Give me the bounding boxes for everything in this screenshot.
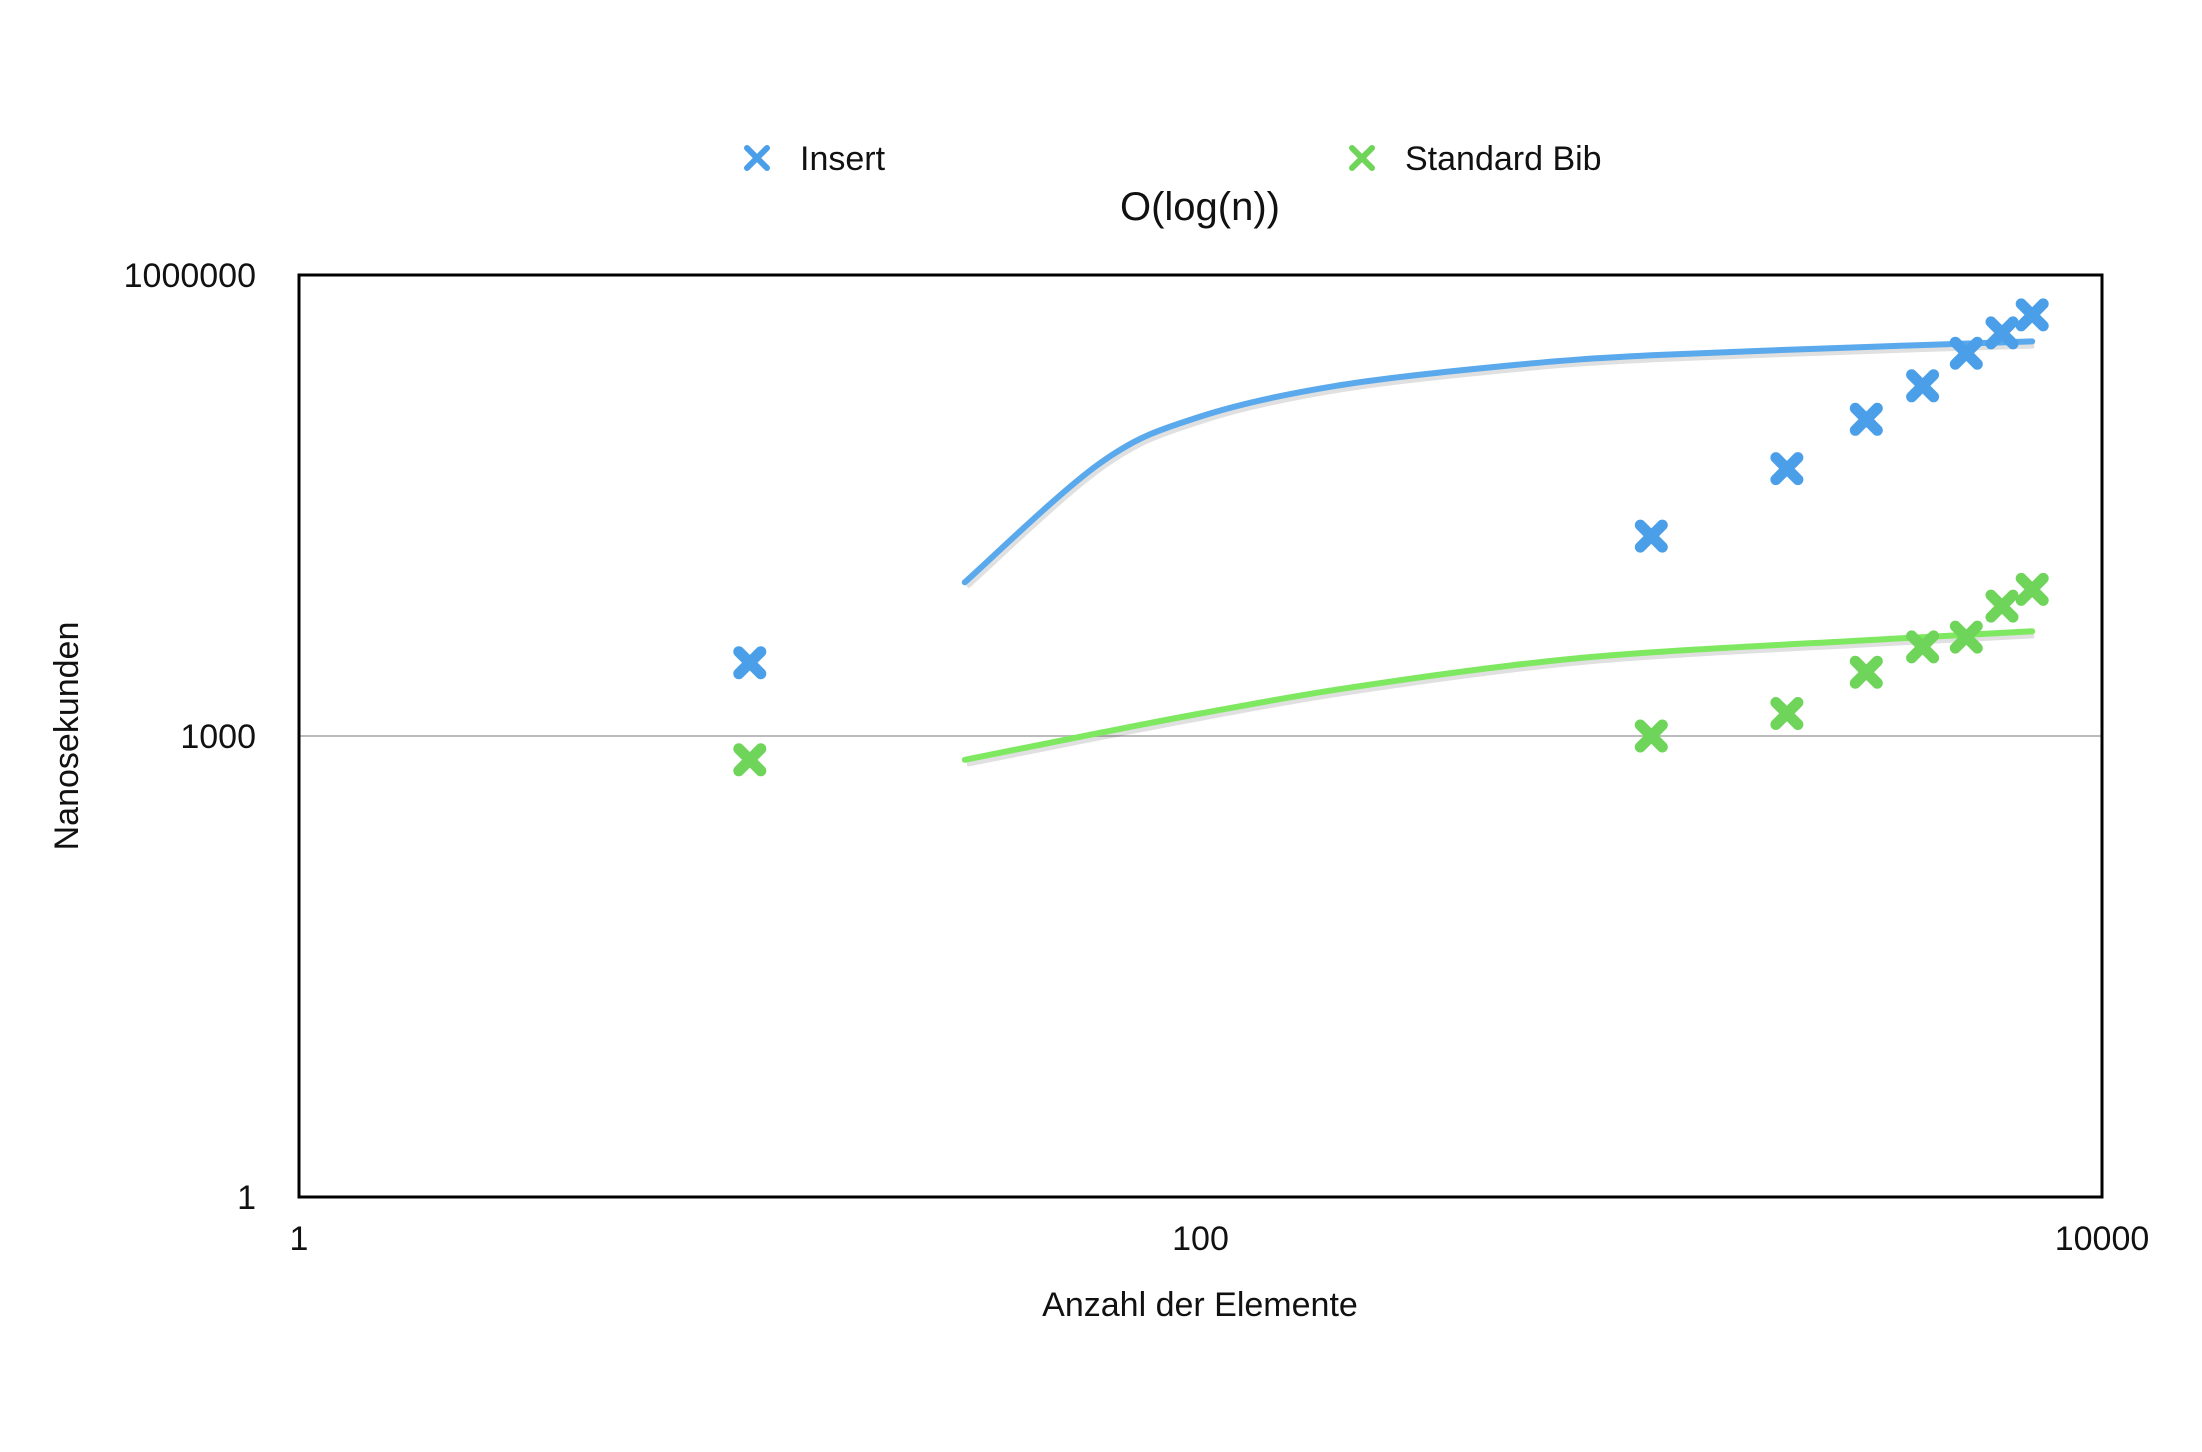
legend: Insert Standard Bib <box>744 140 1602 178</box>
x-axis-label: Anzahl der Elemente <box>1042 1286 1358 1324</box>
data-point-standard-bib <box>1634 719 1668 753</box>
data-point-standard-bib <box>1949 620 1983 654</box>
x-tick-label: 1 <box>290 1220 309 1258</box>
y-tick-label: 1000 <box>180 718 256 756</box>
x-tick-label: 10000 <box>2055 1220 2150 1258</box>
y-tick-label: 1 <box>237 1179 256 1217</box>
data-point-insert <box>1985 316 2019 350</box>
data-point-standard-bib <box>1906 630 1940 664</box>
legend-label-standard-bib: Standard Bib <box>1405 140 1602 178</box>
markers <box>733 298 2049 777</box>
data-point-insert <box>733 646 767 680</box>
legend-marker-standard-bib <box>1349 145 1375 171</box>
x-tick-label: 100 <box>1172 1220 1229 1258</box>
data-point-insert <box>1634 519 1668 553</box>
trendlines <box>961 338 2036 767</box>
data-point-standard-bib <box>2015 572 2049 606</box>
plot-frame <box>297 273 2104 1199</box>
x-axis-ticks: 1 100 10000 <box>290 1220 2150 1258</box>
data-point-standard-bib <box>733 743 767 777</box>
legend-label-insert: Insert <box>800 140 886 178</box>
data-point-insert <box>2015 298 2049 332</box>
data-point-insert <box>1849 402 1883 436</box>
data-point-insert <box>1906 369 1940 403</box>
data-point-standard-bib <box>1770 697 1804 730</box>
y-axis-ticks: 1 1000 1000000 <box>124 257 256 1217</box>
y-tick-label: 1000000 <box>124 257 256 295</box>
y-axis-label: Nanosekunden <box>48 622 86 851</box>
data-point-standard-bib <box>1985 589 2019 623</box>
legend-marker-insert <box>744 145 770 171</box>
chart-title: O(log(n)) <box>1120 185 1280 229</box>
data-point-insert <box>1770 452 1804 486</box>
trendline-shadow <box>964 342 2035 589</box>
trendline-shadow <box>966 632 2035 767</box>
trendline-1 <box>961 628 2036 763</box>
trendline-0 <box>961 338 2036 586</box>
data-point-standard-bib <box>1849 655 1883 689</box>
data-point-insert <box>1949 336 1983 370</box>
